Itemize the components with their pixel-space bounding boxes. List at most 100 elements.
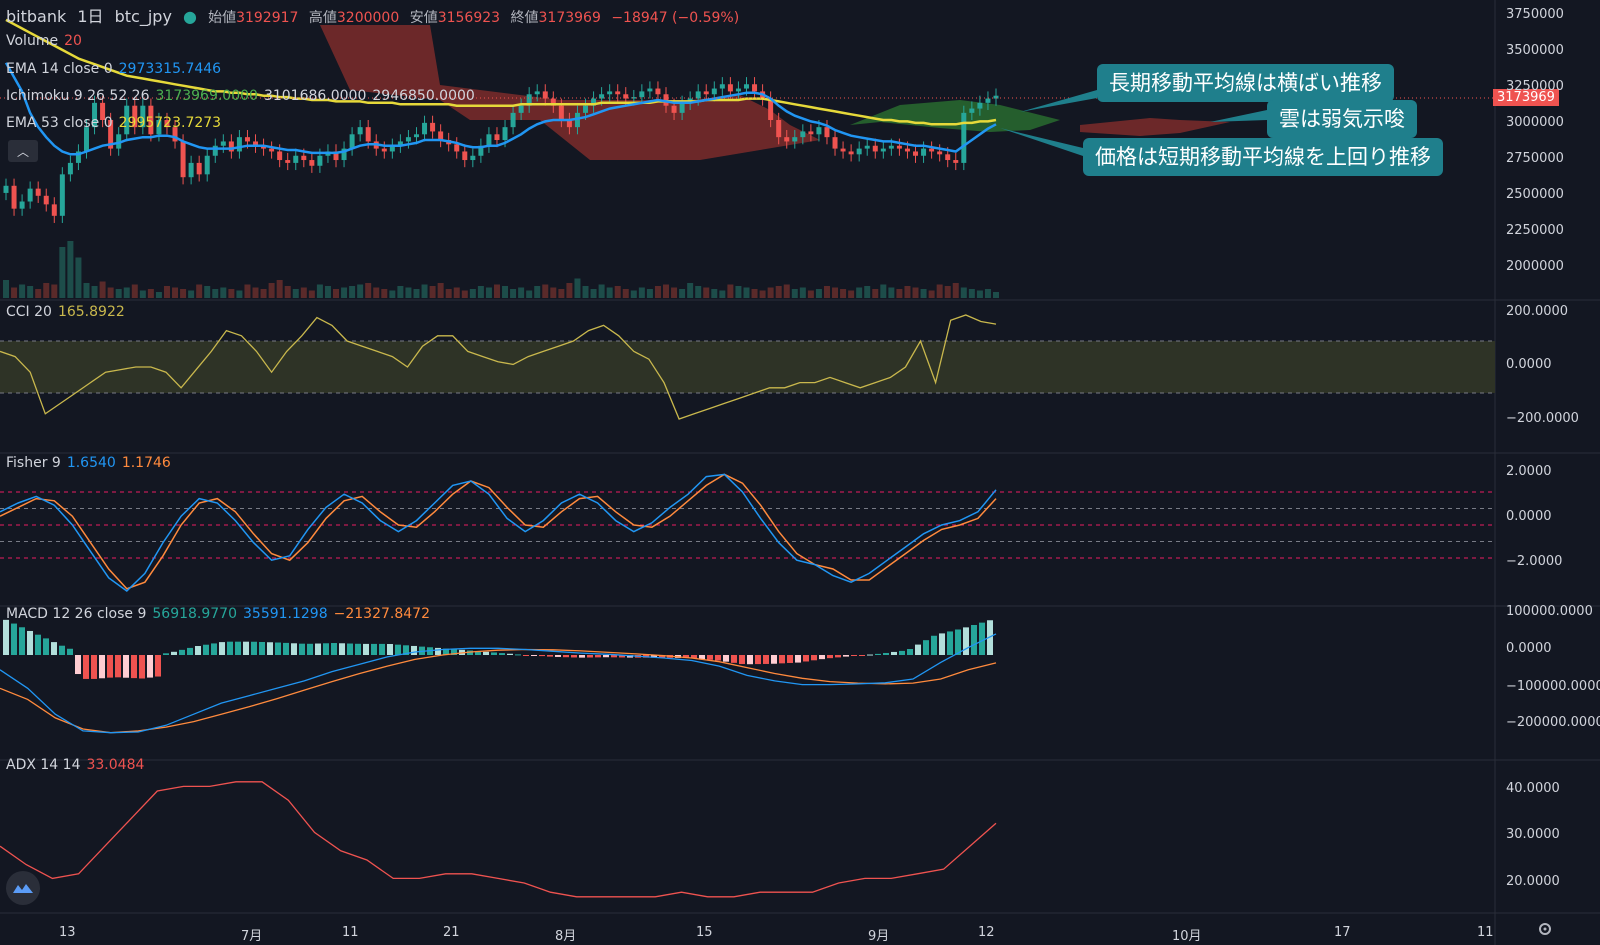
volume-bar — [316, 284, 323, 298]
candle-body — [389, 145, 395, 152]
candle-body — [566, 120, 572, 128]
volume-bar — [284, 286, 291, 298]
volume-bar — [43, 283, 50, 298]
volume-bar — [783, 284, 790, 298]
candle-body — [856, 148, 862, 155]
price-axis-tick: 2000000 — [1506, 259, 1564, 274]
macd-histogram-bar — [259, 642, 265, 655]
volume-bar — [333, 289, 339, 298]
volume-bar — [510, 289, 517, 298]
candle-body — [977, 102, 983, 109]
volume-bar — [228, 289, 235, 298]
tradingview-logo[interactable] — [6, 871, 40, 905]
macd-histogram-bar — [187, 647, 193, 655]
fisher-legend-v1: 1.6540 — [66, 455, 116, 471]
volume-bar — [51, 284, 58, 298]
volume-bar — [163, 286, 170, 298]
candle-body — [607, 91, 613, 95]
candle-body — [19, 201, 25, 209]
candle-body — [526, 94, 532, 106]
macd-histogram-bar — [379, 643, 385, 655]
candle-body — [502, 127, 508, 141]
candle-body — [872, 145, 878, 152]
volume-bar — [671, 287, 678, 298]
macd-histogram-bar — [195, 646, 201, 655]
ema53-legend[interactable]: EMA 53 close 0 2995723.7273 — [6, 115, 227, 131]
macd-histogram-bar — [227, 641, 233, 655]
candle-body — [67, 162, 73, 175]
volume-bar — [630, 290, 637, 298]
candle-body — [623, 94, 629, 99]
candle-body — [422, 122, 428, 135]
volume-bar — [872, 289, 879, 298]
macd-histogram-bar — [531, 655, 537, 656]
price-axis-tick: 3000000 — [1506, 115, 1564, 130]
fisher-legend[interactable]: Fisher 9 1.6540 1.1746 — [6, 455, 177, 471]
macd-histogram-bar — [75, 655, 81, 675]
settings-button[interactable] — [1536, 920, 1554, 942]
volume-bar — [574, 278, 581, 298]
volume-bar — [27, 286, 34, 298]
cci-legend[interactable]: CCI 20 165.8922 — [6, 304, 131, 320]
candle-body — [301, 155, 307, 161]
macd-legend[interactable]: MACD 12 26 close 9 56918.9770 35591.1298 −2… — [6, 606, 436, 622]
volume-bar — [751, 289, 758, 298]
collapse-legend-button[interactable]: ︿ — [8, 140, 38, 162]
time-axis-tick: 7月 — [241, 929, 263, 944]
macd-histogram-bar — [731, 655, 737, 663]
macd-histogram-bar — [923, 640, 929, 655]
volume-bar — [944, 286, 951, 298]
ema14-legend[interactable]: EMA 14 close 0 2973315.7446 — [6, 61, 227, 77]
macd-histogram-bar — [819, 655, 825, 660]
macd-axis-tick: 100000.0000 — [1506, 604, 1593, 619]
candle-body — [124, 105, 130, 135]
macd-histogram-bar — [811, 655, 817, 661]
candle-body — [236, 137, 242, 152]
candle-body — [397, 141, 403, 146]
macd-legend-v3: −21327.8472 — [333, 606, 430, 622]
candle-body — [574, 112, 580, 128]
candle-body — [172, 127, 178, 142]
volume-bar — [421, 284, 428, 298]
macd-histogram-bar — [899, 650, 905, 655]
price-axis-tick: 2250000 — [1506, 223, 1564, 238]
volume-bar — [19, 284, 26, 298]
volume-bar — [598, 284, 605, 298]
volume-bar — [11, 287, 18, 298]
volume-bar — [155, 292, 162, 298]
volume-bar — [679, 289, 686, 298]
volume-bar — [196, 284, 203, 298]
volume-bar — [743, 287, 750, 298]
callout-price: 価格は短期移動平均線を上回り推移 — [1083, 138, 1443, 176]
candle-body — [631, 97, 637, 99]
macd-histogram-bar — [19, 627, 25, 655]
ichimoku-legend[interactable]: Ichimoku 9 26 52 26 3173969.0000 3101686.0… — [6, 88, 481, 104]
adx-legend[interactable]: ADX 14 14 33.0484 — [6, 757, 150, 773]
macd-histogram-bar — [395, 644, 401, 655]
macd-histogram-bar — [611, 655, 617, 658]
volume-bar — [437, 283, 444, 298]
volume-legend[interactable]: Volume 20 — [6, 33, 88, 49]
ema14-legend-name: EMA 14 close 0 — [6, 61, 113, 77]
macd-histogram-bar — [523, 655, 529, 656]
macd-histogram-bar — [131, 655, 137, 679]
candle-body — [655, 88, 661, 95]
volume-bar — [107, 287, 114, 298]
candle-body — [663, 94, 669, 106]
fisher-line — [0, 473, 997, 592]
interval-label[interactable]: 1日 — [77, 7, 104, 26]
macd-histogram-bar — [835, 655, 841, 658]
volume-bar — [719, 290, 726, 298]
volume-bar — [687, 283, 694, 298]
candle-body — [848, 151, 854, 155]
candle-body — [864, 145, 870, 149]
macd-histogram-bar — [363, 643, 369, 655]
macd-histogram-bar — [27, 630, 33, 655]
macd-histogram-bar — [555, 655, 561, 657]
volume-bar — [976, 290, 983, 298]
exchange-name[interactable]: bitbank — [6, 7, 67, 26]
macd-signal-line — [0, 648, 997, 734]
symbol-name[interactable]: btc_jpy — [114, 7, 172, 26]
volume-bar — [236, 290, 243, 298]
